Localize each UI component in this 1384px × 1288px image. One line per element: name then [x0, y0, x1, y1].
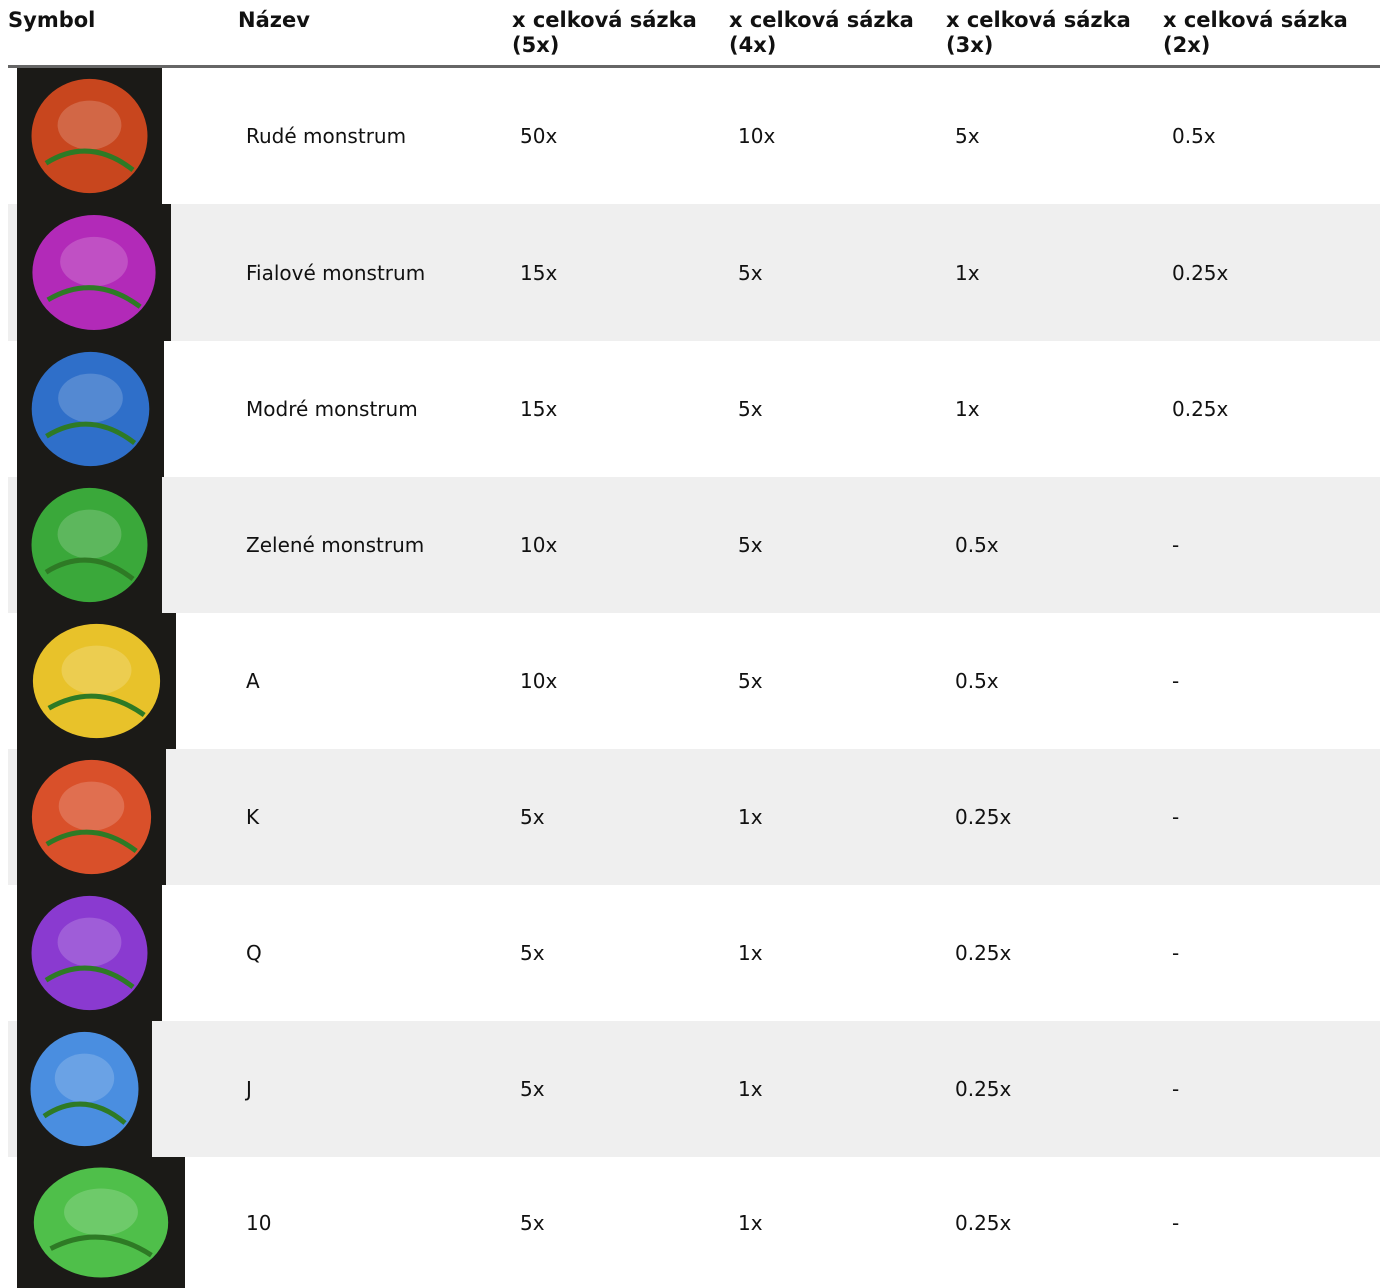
table-row: Zelené monstrum 10x 5x 0.5x - [8, 477, 1380, 613]
symbol-name: 10 [246, 1210, 272, 1235]
payout-value: 5x [520, 941, 545, 965]
symbol-image [17, 341, 164, 477]
payout-value: 1x [738, 805, 763, 829]
payout-value: 5x [738, 397, 763, 421]
table-row: A 10x 5x 0.5x - [8, 613, 1380, 749]
table-row: Rudé monstrum 50x 10x 5x 0.5x [8, 68, 1380, 204]
symbol-image [17, 885, 162, 1021]
payout-value: - [1172, 533, 1180, 557]
payout-value: 1x [738, 1210, 763, 1235]
payout-value: - [1172, 1077, 1180, 1101]
payout-value: 15x [520, 397, 558, 421]
payout-value: 5x [738, 669, 763, 693]
table-row: Modré monstrum 15x 5x 1x 0.25x [8, 341, 1380, 477]
payout-value: 0.5x [1172, 124, 1216, 148]
table-row: K 5x 1x 0.25x - [8, 749, 1380, 885]
payout-value: 5x [738, 533, 763, 557]
symbol-name: Rudé monstrum [246, 124, 407, 148]
symbol-image [17, 1021, 152, 1157]
payout-value: 50x [520, 124, 558, 148]
payout-value: 5x [738, 260, 763, 285]
payout-value: 0.25x [1172, 397, 1229, 421]
payout-value: - [1172, 941, 1180, 965]
table-row: 10 5x 1x 0.25x - [8, 1157, 1380, 1288]
table-row: J 5x 1x 0.25x - [8, 1021, 1380, 1157]
payout-value: 1x [738, 1077, 763, 1101]
table-row: Q 5x 1x 0.25x - [8, 885, 1380, 1021]
symbol-image [17, 613, 176, 749]
payout-value: 15x [520, 260, 558, 285]
payout-value: 10x [520, 669, 558, 693]
table-row: Fialové monstrum 15x 5x 1x 0.25x [8, 204, 1380, 341]
payout-value: 0.25x [1172, 260, 1229, 285]
symbol-image [17, 477, 162, 613]
payout-value: 5x [955, 124, 980, 148]
payout-value: 0.5x [955, 669, 999, 693]
payout-value: - [1172, 1210, 1180, 1235]
payout-value: 5x [520, 805, 545, 829]
payout-value: 0.5x [955, 533, 999, 557]
symbol-name: Modré monstrum [246, 397, 418, 421]
payout-value: 10x [520, 533, 558, 557]
payout-value: - [1172, 669, 1180, 693]
payout-value: 0.25x [955, 1077, 1012, 1101]
payout-value: 1x [738, 941, 763, 965]
symbol-image [17, 68, 162, 204]
symbol-image [17, 204, 171, 341]
column-header: x celková sázka (5x) [512, 8, 697, 57]
payout-value: 5x [520, 1077, 545, 1101]
header-rule [8, 65, 1380, 68]
symbol-name: Fialové monstrum [246, 260, 426, 285]
payout-value: 0.25x [955, 941, 1012, 965]
symbol-name: Q [246, 941, 262, 965]
symbol-name: J [246, 1077, 252, 1101]
column-header: x celková sázka (2x) [1163, 8, 1348, 57]
symbol-name: A [246, 669, 260, 693]
payout-value: 5x [520, 1210, 545, 1235]
column-header: x celková sázka (4x) [729, 8, 914, 57]
payout-value: - [1172, 805, 1180, 829]
symbol-image [17, 749, 166, 885]
payout-value: 1x [955, 260, 980, 285]
payout-value: 0.25x [955, 1210, 1012, 1235]
payout-value: 10x [738, 124, 776, 148]
column-header: Název [238, 8, 310, 32]
payout-value: 0.25x [955, 805, 1012, 829]
symbol-image [17, 1157, 185, 1288]
column-header: Symbol [8, 8, 96, 32]
symbol-name: Zelené monstrum [246, 533, 425, 557]
symbol-name: K [246, 805, 260, 829]
payout-value: 1x [955, 397, 980, 421]
column-header: x celková sázka (3x) [946, 8, 1131, 57]
